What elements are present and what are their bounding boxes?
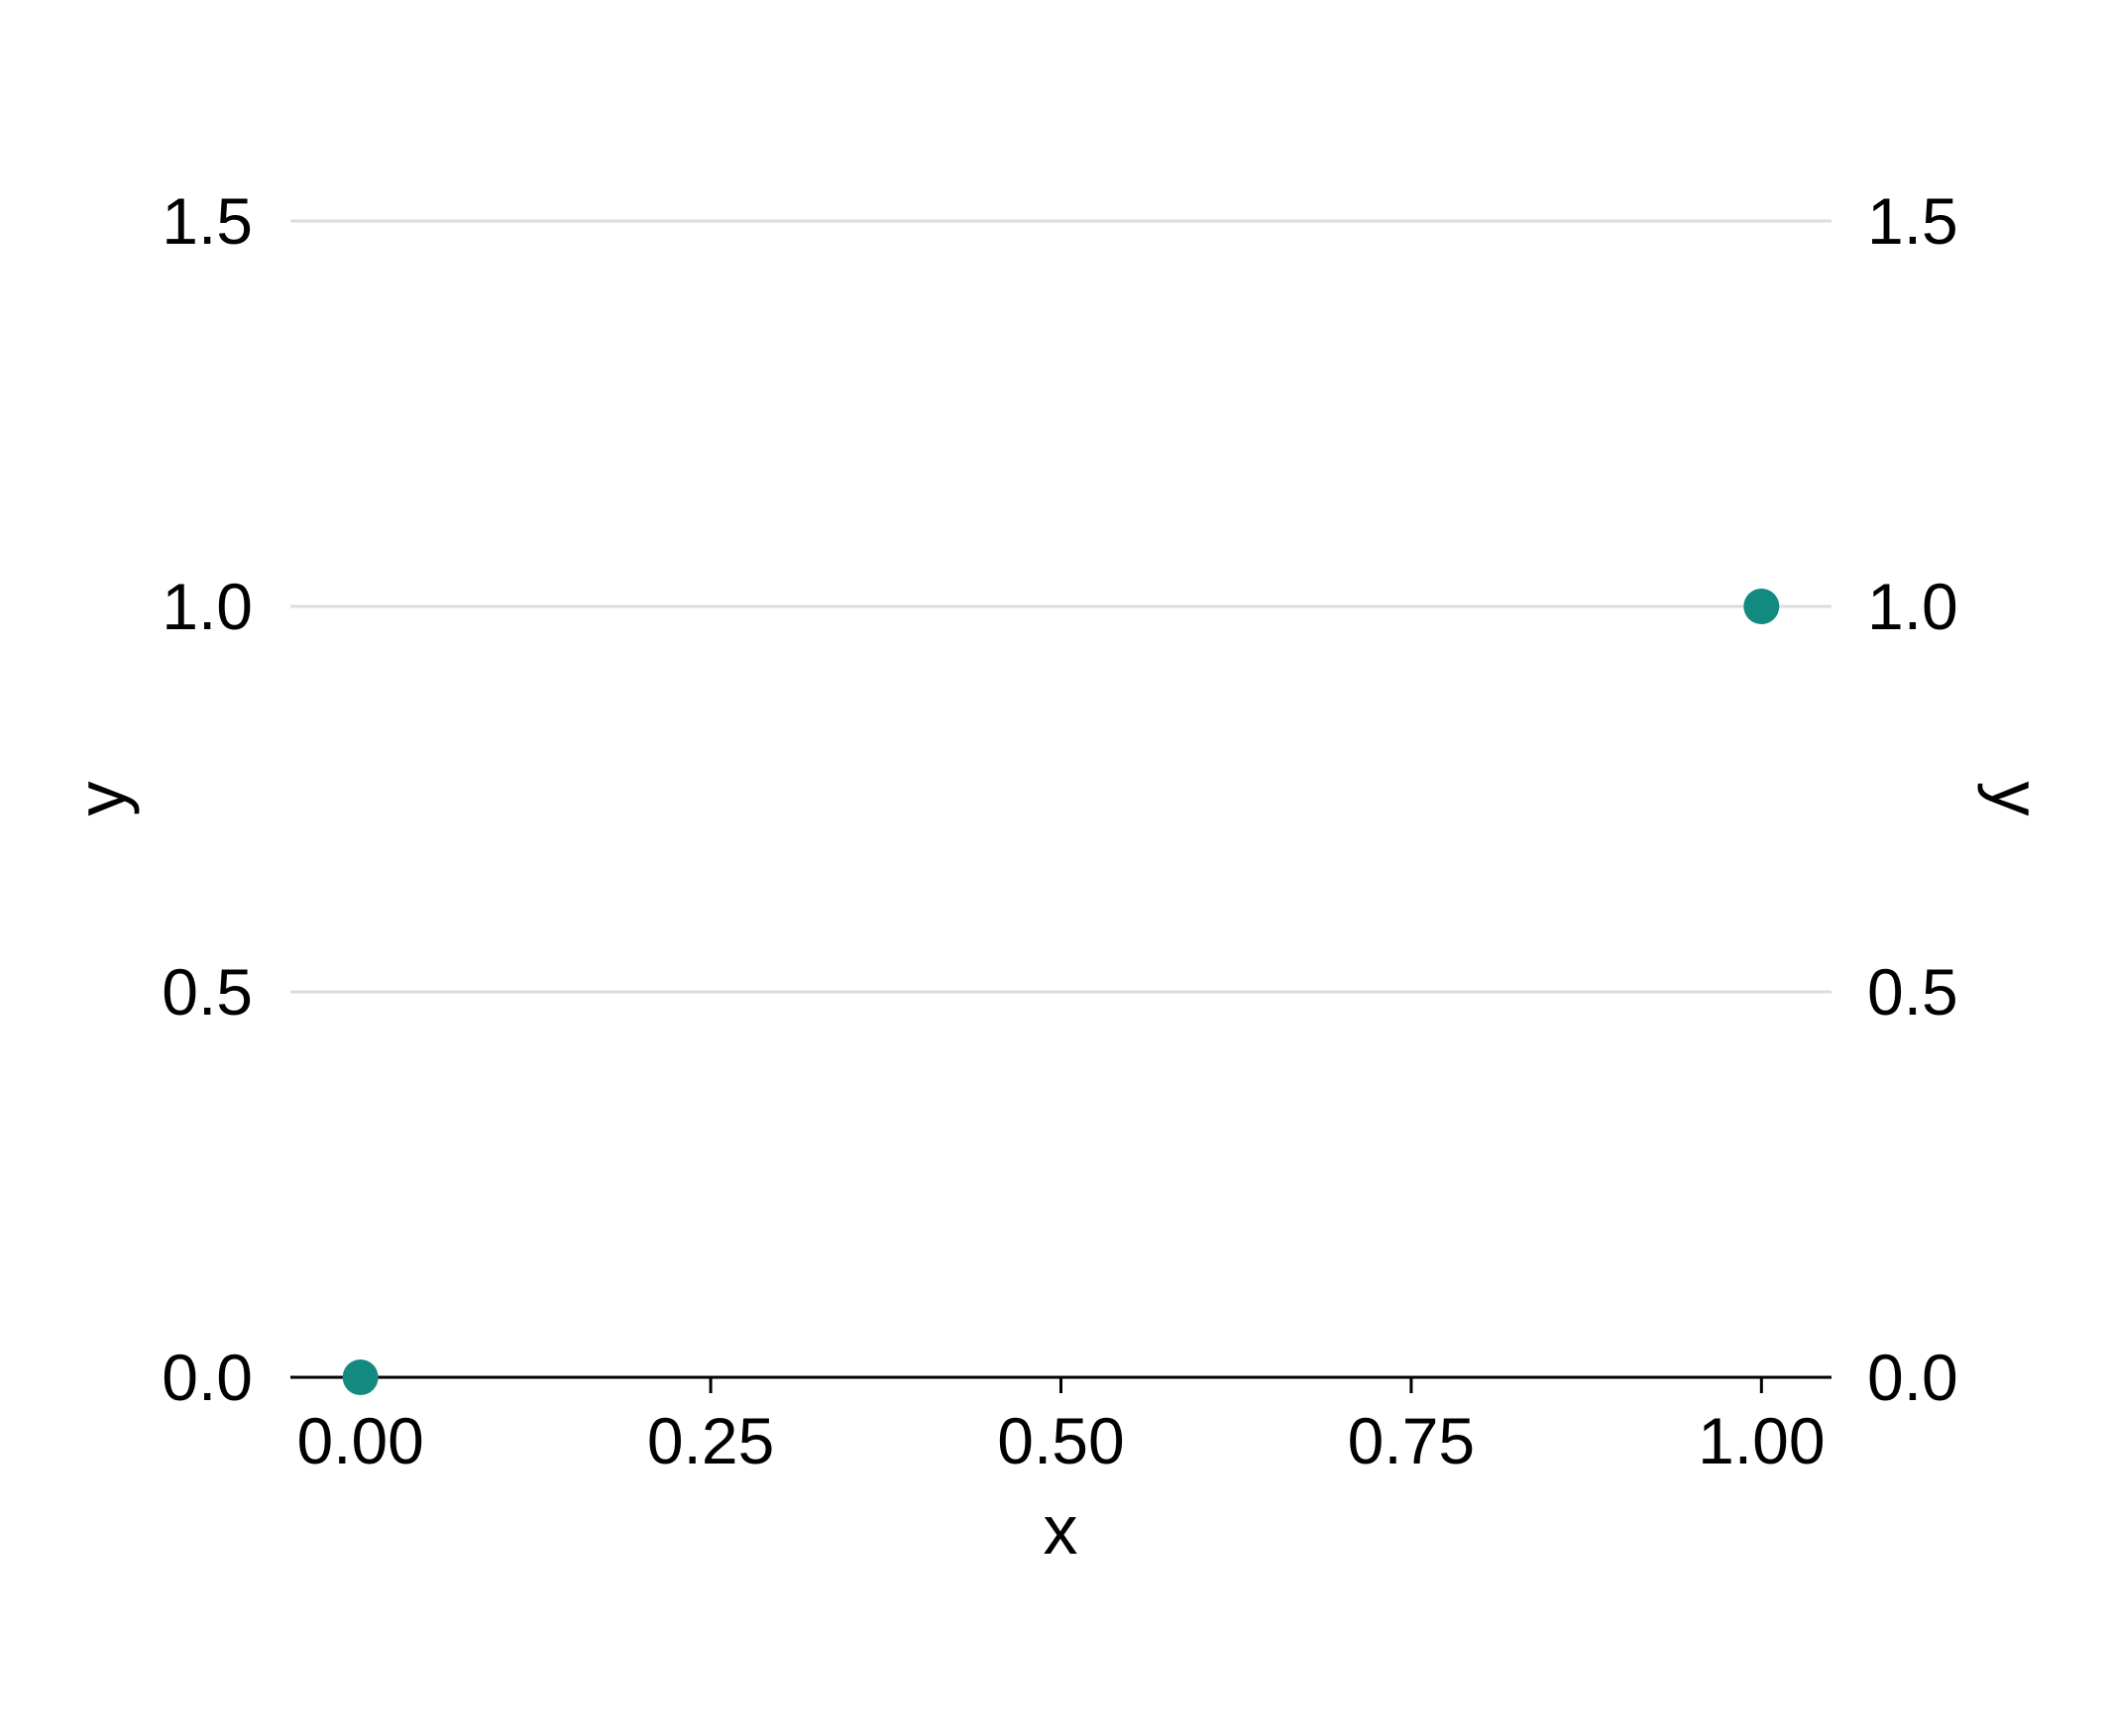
- x-tick-label: 0.50: [997, 1404, 1124, 1477]
- y-tick-label-left: 0.5: [162, 955, 253, 1029]
- y-tick-label-left: 0.0: [162, 1341, 253, 1414]
- y-tick-label-right: 1.5: [1867, 184, 1958, 258]
- y-axis-left-ticks: 0.0 0.5 1.0 1.5: [162, 184, 253, 1414]
- gridlines: [290, 219, 1832, 994]
- y-tick-label-right: 0.0: [1867, 1341, 1958, 1414]
- y-axis-title-left: y: [62, 782, 140, 816]
- x-tick-label: 0.25: [647, 1404, 774, 1477]
- y-axis-title-right: y: [1977, 782, 2054, 816]
- y-tick-label-right: 1.0: [1867, 570, 1958, 643]
- data-point: [342, 1359, 379, 1395]
- x-axis-title: x: [1044, 1491, 1078, 1569]
- y-tick-label-right: 0.5: [1867, 955, 1958, 1029]
- x-tick-label: 0.75: [1348, 1404, 1475, 1477]
- x-tick-label: 1.00: [1698, 1404, 1825, 1477]
- y-axis-right-ticks: 0.0 0.5 1.0 1.5: [1867, 184, 1958, 1414]
- data-point: [1743, 589, 1780, 624]
- x-tick-label: 0.00: [296, 1404, 423, 1477]
- y-tick-label-left: 1.5: [162, 184, 253, 258]
- y-tick-label-left: 1.0: [162, 570, 253, 643]
- data-points: [342, 589, 1780, 1395]
- x-axis-ticks: 0.00 0.25 0.50 0.75 1.00: [296, 1377, 1826, 1477]
